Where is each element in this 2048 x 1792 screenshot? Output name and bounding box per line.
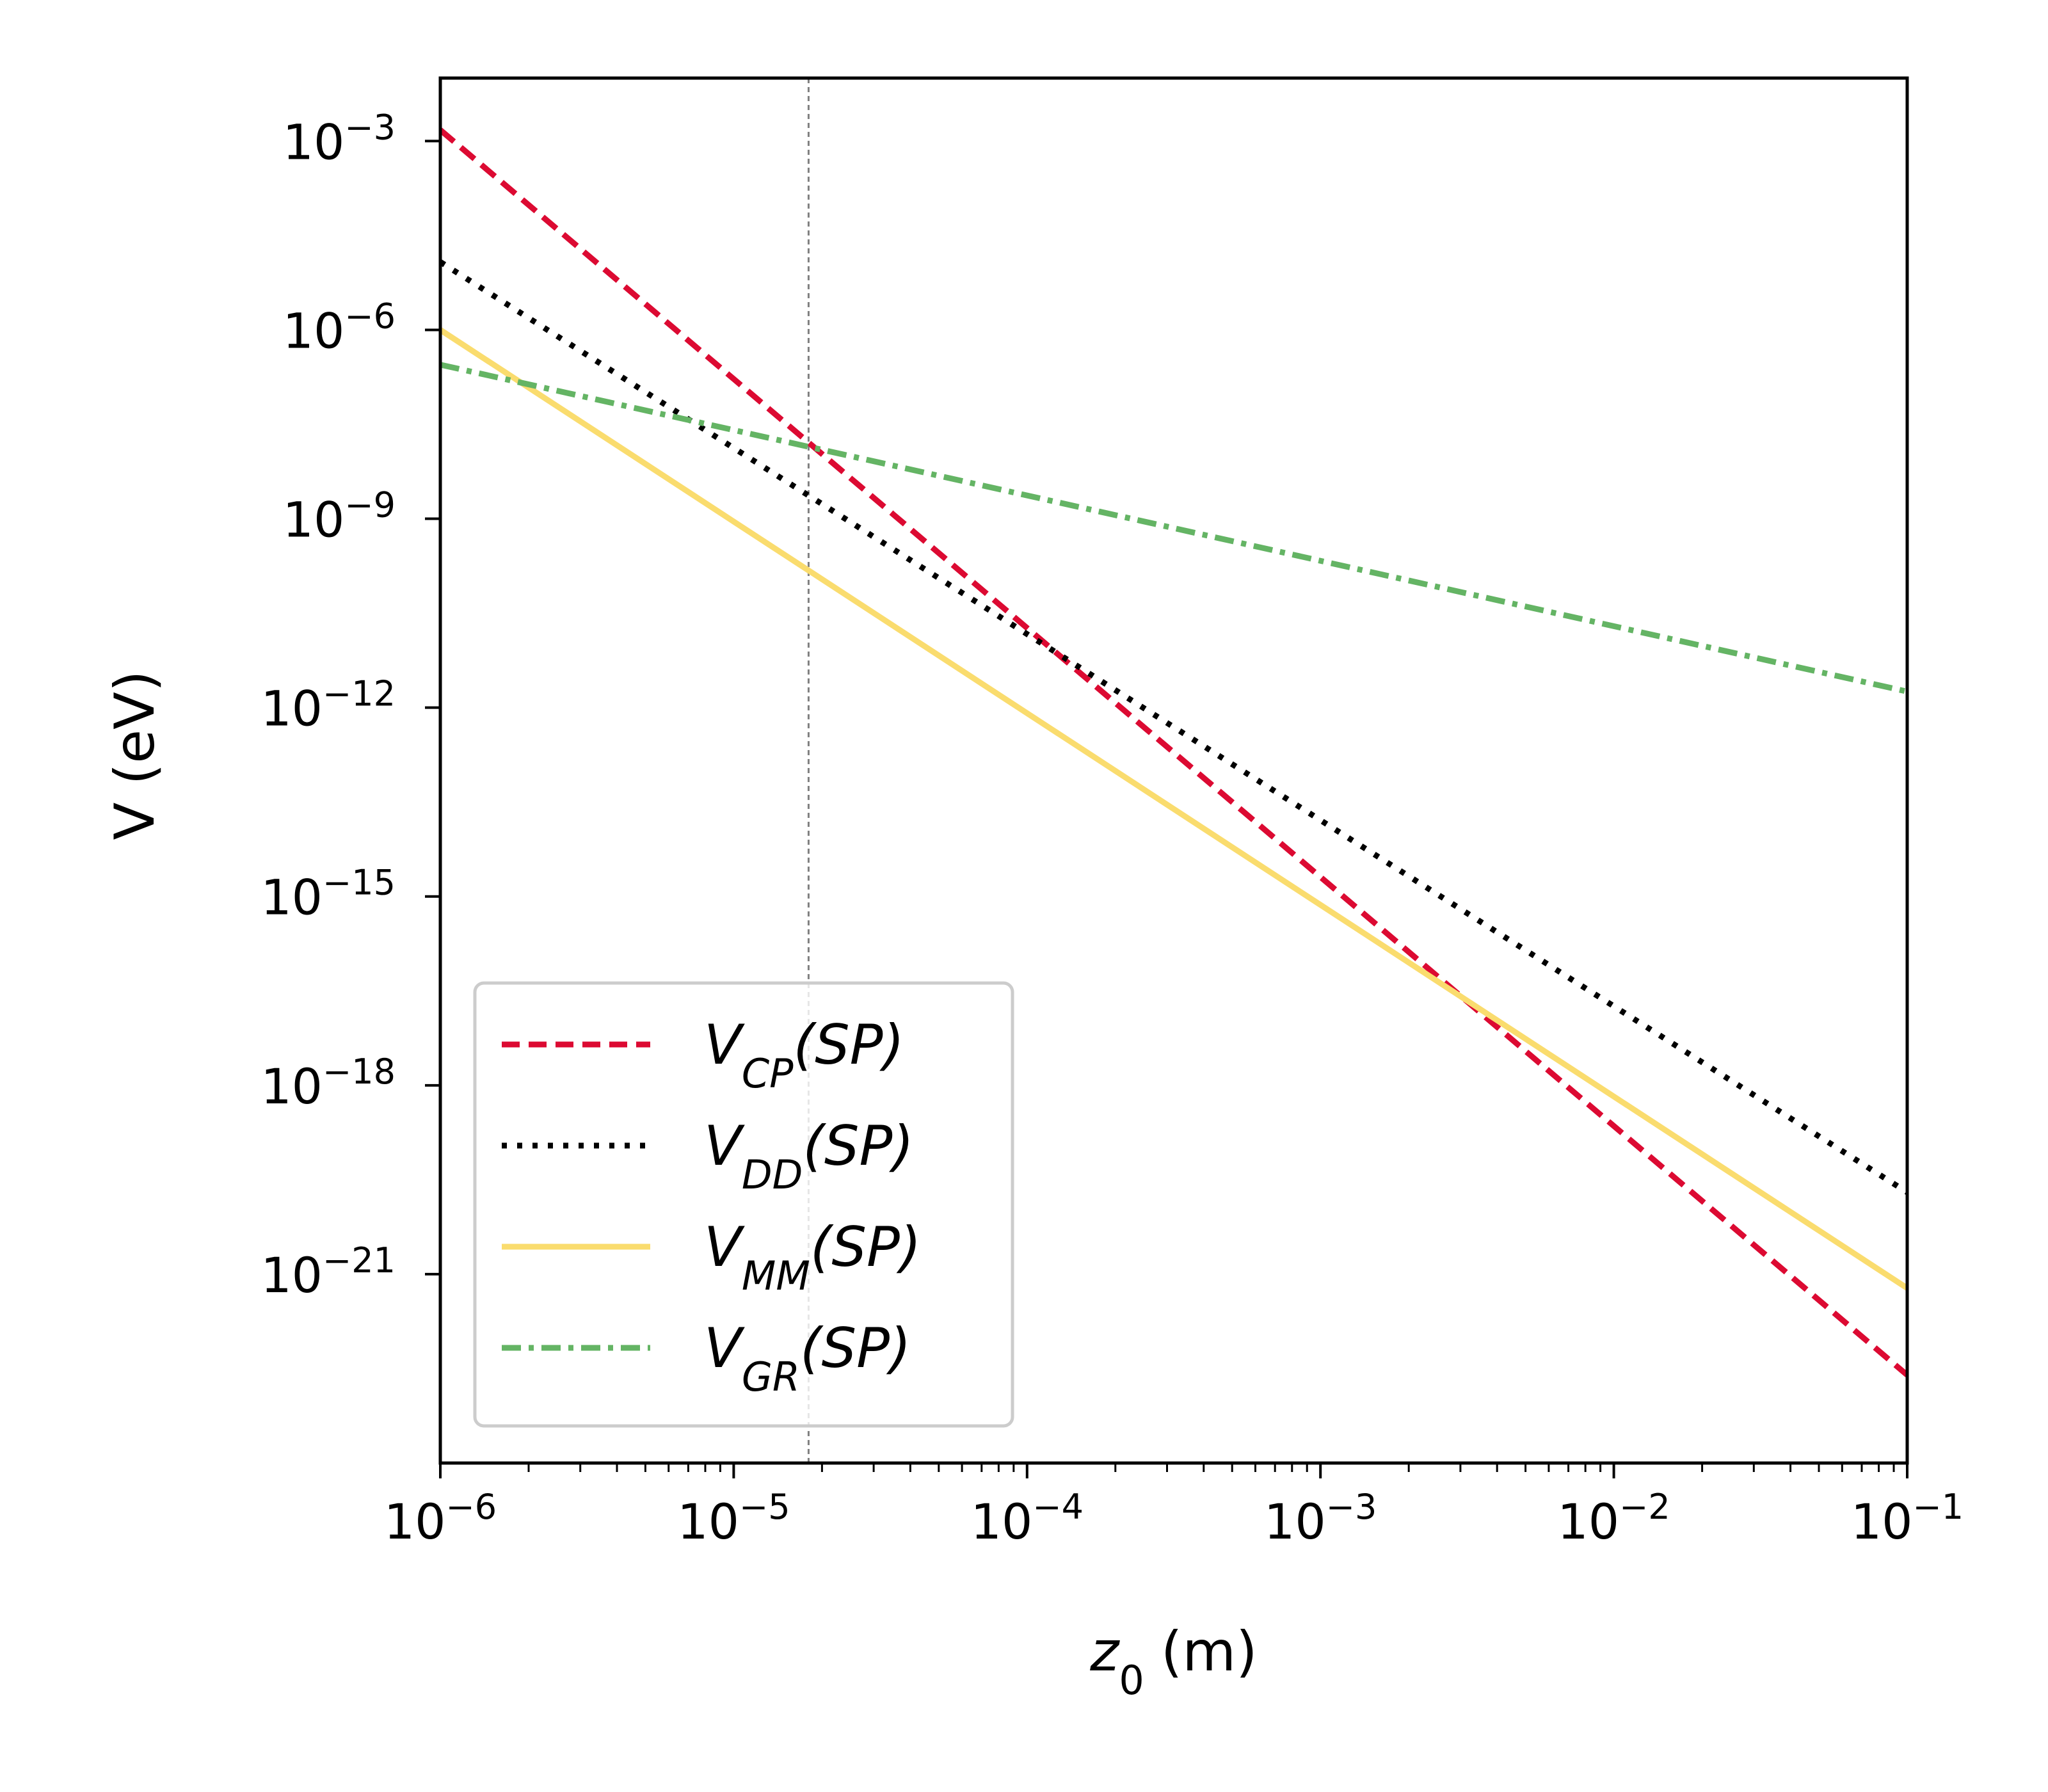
legend-label-gr: VGR(SP) bbox=[704, 1316, 911, 1400]
x-tick-label: 10−6 bbox=[384, 1487, 497, 1551]
series-line-cp bbox=[440, 127, 1907, 1377]
x-tick-label: 10−3 bbox=[1264, 1487, 1377, 1551]
legend-label-cp: VCP(SP) bbox=[704, 1013, 904, 1097]
y-tick-label: 10−18 bbox=[260, 1051, 396, 1115]
x-tick-label: 10−2 bbox=[1557, 1487, 1670, 1551]
y-tick-label: 10−3 bbox=[283, 107, 396, 171]
y-axis-label: V (eV) bbox=[103, 670, 167, 840]
y-tick-label: 10−6 bbox=[283, 296, 396, 360]
x-axis-label: z0 (m) bbox=[1089, 1620, 1258, 1704]
legend: VCP(SP) VDD(SP) VMM(SP) VGR(SP) bbox=[473, 981, 1014, 1428]
y-axis: 10−3 10−6 10−9 10−12 10−15 10−18 10−21 bbox=[260, 107, 440, 1304]
y-tick-label: 10−9 bbox=[283, 484, 396, 548]
y-tick-label: 10−21 bbox=[260, 1240, 396, 1304]
x-axis-label-var: z bbox=[1089, 1620, 1120, 1684]
series-line-mm bbox=[440, 327, 1907, 1291]
series-line-gr bbox=[440, 362, 1907, 694]
x-tick-label: 10−1 bbox=[1851, 1487, 1964, 1551]
x-axis: 10−6 10−5 10−4 10−3 10−2 10−1 bbox=[384, 1463, 1964, 1550]
x-tick-label: 10−5 bbox=[677, 1487, 790, 1551]
plot-frame bbox=[438, 76, 1909, 1465]
x-axis-label-sub: 0 bbox=[1119, 1657, 1144, 1704]
legend-label-dd: VDD(SP) bbox=[704, 1114, 914, 1198]
legend-label-mm: VMM(SP) bbox=[704, 1215, 921, 1299]
plot-lines bbox=[440, 78, 1907, 1463]
x-axis-label-unit: (m) bbox=[1161, 1620, 1258, 1684]
series-line-dd bbox=[440, 259, 1907, 1195]
y-tick-label: 10−12 bbox=[260, 673, 396, 737]
x-tick-label: 10−4 bbox=[971, 1487, 1084, 1551]
legend-box bbox=[473, 981, 1014, 1428]
y-tick-label: 10−15 bbox=[260, 862, 396, 926]
